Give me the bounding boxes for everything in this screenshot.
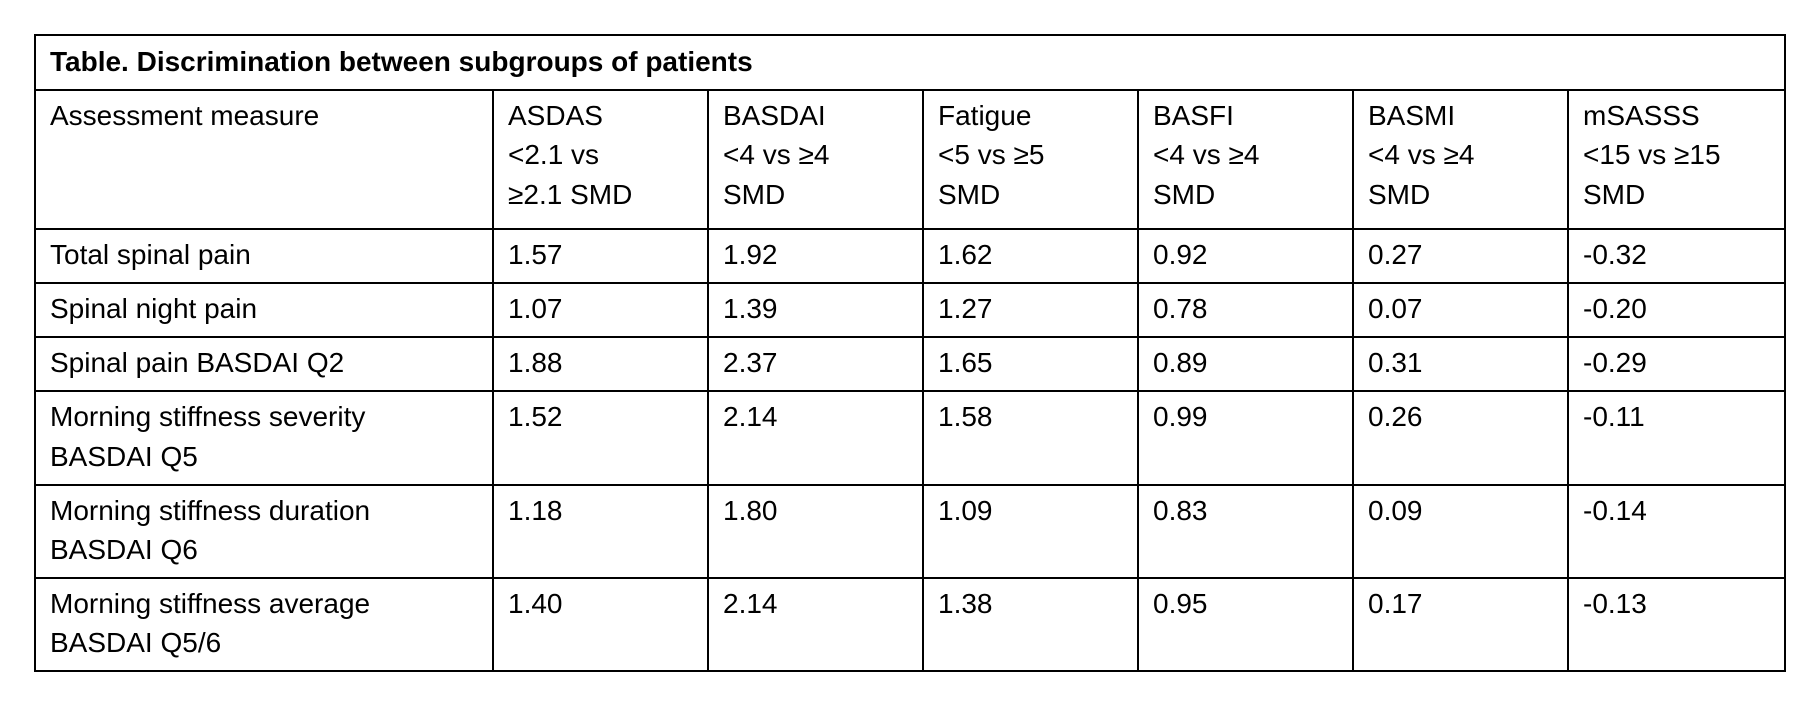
table-row: Spinal pain BASDAI Q2 1.88 2.37 1.65 0.89 0.3… bbox=[34, 336, 1787, 393]
column-header-fatigue: Fatigue <5 vs ≥5 SMD bbox=[922, 89, 1139, 230]
value-cell: 1.18 bbox=[492, 483, 709, 580]
measure-cell: Total spinal pain bbox=[34, 227, 494, 284]
value-cell: 1.09 bbox=[922, 483, 1139, 580]
value-cell: -0.20 bbox=[1566, 281, 1787, 339]
value-cell: 0.26 bbox=[1352, 390, 1569, 486]
value-cell: 1.52 bbox=[492, 390, 709, 486]
value-cell: 1.65 bbox=[922, 336, 1139, 393]
value-cell: 1.62 bbox=[922, 227, 1139, 284]
value-cell: 1.27 bbox=[922, 281, 1139, 339]
column-header-basmi: BASMI <4 vs ≥4 SMD bbox=[1352, 89, 1569, 230]
measure-cell: Spinal pain BASDAI Q2 bbox=[34, 336, 494, 393]
value-cell: 2.14 bbox=[707, 390, 924, 486]
column-header-asdas: ASDAS <2.1 vs ≥2.1 SMD bbox=[492, 89, 709, 230]
value-cell: 1.40 bbox=[492, 577, 709, 673]
table-row: Morning stiffness average BASDAI Q5/6 1.4… bbox=[34, 577, 1787, 673]
table-title-row: Table. Discrimination between subgroups … bbox=[33, 33, 1787, 92]
value-cell: 0.27 bbox=[1352, 227, 1569, 284]
discrimination-table: Table. Discrimination between subgroups … bbox=[33, 33, 1787, 673]
table-row: Total spinal pain 1.57 1.92 1.62 0.92 0.27 -0.… bbox=[34, 227, 1787, 284]
value-cell: 2.14 bbox=[707, 577, 924, 673]
value-cell: -0.29 bbox=[1566, 336, 1787, 393]
value-cell: 0.99 bbox=[1137, 390, 1354, 486]
value-cell: 0.95 bbox=[1137, 577, 1354, 673]
table-row: Spinal night pain 1.07 1.39 1.27 0.78 0.07 -0.… bbox=[34, 281, 1787, 339]
value-cell: 1.80 bbox=[707, 483, 924, 580]
measure-cell: Morning stiffness average BASDAI Q5/6 bbox=[34, 577, 494, 673]
measure-cell: Spinal night pain bbox=[34, 281, 494, 339]
value-cell: 0.31 bbox=[1352, 336, 1569, 393]
table-title: Table. Discrimination between subgroups … bbox=[33, 33, 1787, 92]
value-cell: 0.17 bbox=[1352, 577, 1569, 673]
column-header-assessment-measure: Assessment measure bbox=[34, 89, 494, 230]
measure-cell: Morning stiffness severity BASDAI Q5 bbox=[34, 390, 494, 486]
table-header-row: Assessment measure ASDAS <2.1 vs ≥2.1 SM… bbox=[34, 89, 1787, 230]
value-cell: 1.38 bbox=[922, 577, 1139, 673]
column-header-basdai: BASDAI <4 vs ≥4 SMD bbox=[707, 89, 924, 230]
value-cell: 2.37 bbox=[707, 336, 924, 393]
column-header-msasss: mSASSS <15 vs ≥15 SMD bbox=[1566, 89, 1787, 230]
measure-cell: Morning stiffness duration BASDAI Q6 bbox=[34, 483, 494, 580]
value-cell: 1.88 bbox=[492, 336, 709, 393]
value-cell: 1.07 bbox=[492, 281, 709, 339]
value-cell: -0.32 bbox=[1566, 227, 1787, 284]
value-cell: 0.09 bbox=[1352, 483, 1569, 580]
value-cell: 0.07 bbox=[1352, 281, 1569, 339]
value-cell: 0.89 bbox=[1137, 336, 1354, 393]
column-header-basfi: BASFI <4 vs ≥4 SMD bbox=[1137, 89, 1354, 230]
value-cell: 0.83 bbox=[1137, 483, 1354, 580]
value-cell: -0.11 bbox=[1566, 390, 1787, 486]
value-cell: -0.13 bbox=[1566, 577, 1787, 673]
table-body: Total spinal pain 1.57 1.92 1.62 0.92 0.27 -0.… bbox=[34, 227, 1787, 673]
value-cell: 0.92 bbox=[1137, 227, 1354, 284]
value-cell: 1.92 bbox=[707, 227, 924, 284]
value-cell: -0.14 bbox=[1566, 483, 1787, 580]
table-row: Morning stiffness severity BASDAI Q5 1.52… bbox=[34, 390, 1787, 486]
value-cell: 1.58 bbox=[922, 390, 1139, 486]
value-cell: 0.78 bbox=[1137, 281, 1354, 339]
table-row: Morning stiffness duration BASDAI Q6 1.18… bbox=[34, 483, 1787, 580]
value-cell: 1.57 bbox=[492, 227, 709, 284]
value-cell: 1.39 bbox=[707, 281, 924, 339]
